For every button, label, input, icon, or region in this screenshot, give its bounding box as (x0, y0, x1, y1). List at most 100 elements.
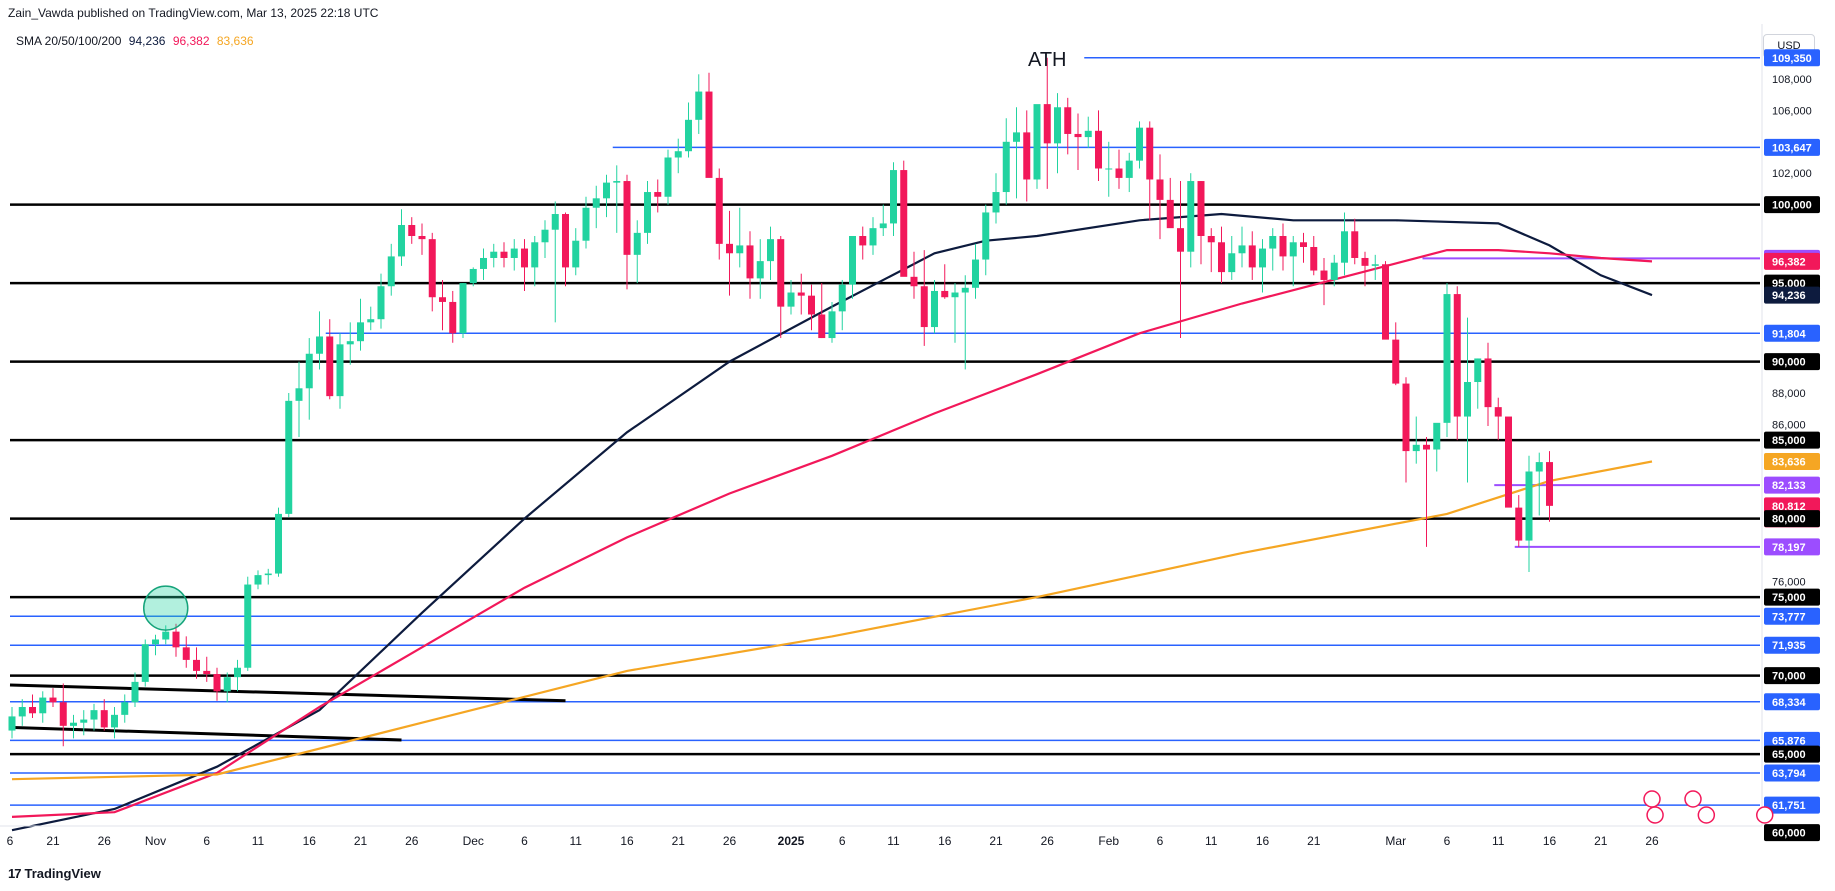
price-tag-label: 80,812 (1772, 501, 1806, 513)
candle-body (490, 251, 498, 258)
candle-body (1033, 104, 1041, 180)
sma-line (11, 212, 1653, 832)
price-tag-bg (1764, 693, 1820, 711)
candle-body (1412, 444, 1420, 452)
x-tick-label: 26 (98, 834, 112, 848)
legend-indicator-name: SMA 20/50/100/200 (16, 34, 122, 48)
candle-body (613, 181, 621, 183)
candle-body (644, 192, 651, 233)
price-tag-label: 100,000 (1772, 200, 1812, 212)
candle-body (1546, 462, 1553, 506)
candle-body (541, 229, 549, 243)
sma-line (11, 249, 1653, 818)
y-tick-label: 76,000 (1772, 576, 1806, 588)
candle-body (1361, 257, 1369, 266)
candle-body (305, 353, 313, 389)
candle-body (326, 336, 334, 397)
candle-body (1002, 141, 1010, 193)
candle-body (398, 225, 405, 257)
price-tag: 103,647 (1764, 138, 1820, 156)
x-tick-label: 11 (570, 834, 583, 848)
candle-body (1054, 107, 1061, 144)
candle-body (1084, 130, 1092, 138)
x-tick-label: 2025 (778, 834, 805, 848)
price-tag-bg (1764, 636, 1820, 654)
candle-body (951, 292, 959, 298)
candle-body (234, 667, 241, 678)
candle-body (1259, 248, 1266, 268)
candle-body (357, 322, 364, 342)
price-tag: 90,000 (1764, 353, 1820, 371)
highlight-circle (143, 585, 189, 631)
price-tag: 91,804 (1764, 324, 1820, 342)
price-tag-label: 65,876 (1772, 735, 1806, 747)
price-tag-label: 90,000 (1772, 357, 1806, 369)
candle-body (1320, 270, 1328, 280)
price-tag-label: 80,000 (1772, 514, 1806, 526)
x-tick-label: 16 (938, 834, 952, 848)
price-tag: 78,197 (1764, 538, 1820, 556)
price-tag-label: 94,236 (1772, 290, 1806, 302)
candle-body (59, 702, 67, 726)
candle-body (654, 192, 662, 197)
candle-body (480, 257, 487, 269)
y-tick-label: 106,000 (1772, 105, 1812, 117)
candle-body (695, 91, 703, 120)
indicator-legend[interactable]: SMA 20/50/100/200 94,236 96,382 83,636 (16, 34, 258, 48)
price-tag-label: 82,133 (1772, 480, 1806, 492)
candle-body (1300, 242, 1307, 247)
candle-body (746, 245, 754, 279)
price-tag-label: 75,000 (1772, 592, 1806, 604)
candle-body (459, 283, 467, 334)
x-tick-label: 6 (521, 834, 528, 848)
price-tag: 70,000 (1764, 667, 1820, 685)
candle-body (859, 236, 867, 246)
price-tag-bg (1764, 510, 1820, 528)
candle-body (910, 276, 918, 287)
candle-body (408, 225, 416, 236)
price-tag-label: 103,647 (1772, 142, 1812, 154)
x-tick-label: 6 (1157, 834, 1164, 848)
legend-sma100-value: 96,382 (172, 34, 210, 48)
candle-body (756, 261, 764, 279)
price-tag: 60,000 (1764, 824, 1820, 842)
candle-body (131, 681, 139, 703)
tradingview-logo-icon: 17 (8, 866, 22, 881)
candle-body (70, 722, 77, 726)
candle-body (705, 91, 713, 178)
candle-body (1146, 127, 1154, 180)
candle-body (941, 290, 949, 298)
x-tick-label: 21 (1307, 834, 1321, 848)
candle-body (295, 388, 303, 401)
candle-body (1515, 507, 1523, 541)
x-tick-label: 16 (1256, 834, 1270, 848)
price-tag-bg (1764, 796, 1820, 814)
y-tick-label: 88,000 (1772, 388, 1806, 400)
trendline (9, 725, 402, 742)
candle-body (592, 198, 600, 208)
candle-body (418, 236, 426, 240)
tradingview-logo[interactable]: 17 TradingView (8, 866, 101, 881)
candle-body (1074, 133, 1082, 138)
candle-body (121, 702, 129, 715)
candle-body (500, 251, 508, 258)
candle-body (828, 311, 836, 339)
candle-body (1013, 132, 1020, 142)
price-tag-label: 85,000 (1772, 435, 1806, 447)
candle-body (1525, 471, 1533, 541)
candle-body (551, 214, 559, 230)
price-tag-label: 71,935 (1772, 640, 1806, 652)
candle-body (797, 292, 805, 296)
candle-body (715, 177, 723, 244)
tradingview-brand-text: TradingView (24, 866, 101, 881)
candle-body (890, 170, 897, 224)
candle-body (572, 240, 580, 268)
x-tick-label: 16 (303, 834, 317, 848)
price-tag-label: 68,334 (1772, 697, 1807, 709)
candle-body (1269, 236, 1277, 249)
x-tick-label: 6 (7, 834, 14, 848)
x-tick-label: 21 (672, 834, 686, 848)
candle-body (1494, 407, 1502, 417)
candle-body (562, 214, 569, 268)
